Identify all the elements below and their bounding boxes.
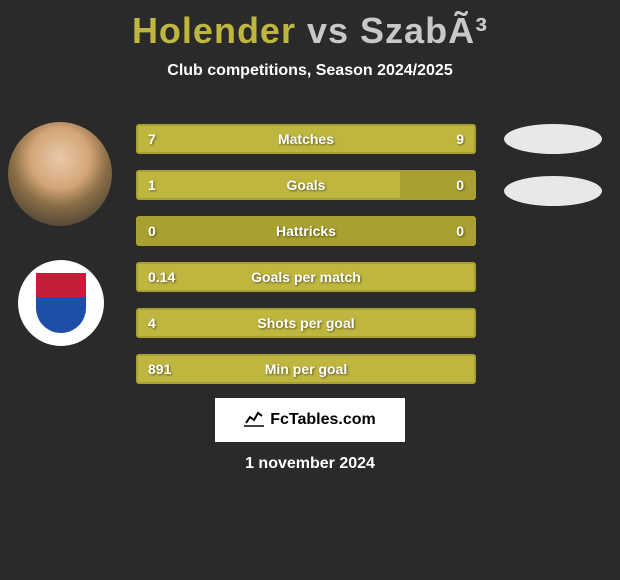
bar-fill-left [138, 172, 400, 198]
stats-bars: 7 Matches 9 1 Goals 0 0 Hattricks 0 0.14 Goals per… [136, 124, 476, 400]
stat-bar: 0.14 Goals per match [136, 262, 476, 292]
stat-left-value: 0 [148, 223, 156, 239]
stat-bar: 891 Min per goal [136, 354, 476, 384]
stat-right-value: 9 [456, 131, 464, 147]
player2-avatar-placeholder [504, 124, 602, 154]
stat-label: Goals per match [251, 269, 361, 285]
stat-label: Min per goal [265, 361, 347, 377]
stat-label: Matches [278, 131, 334, 147]
player1-avatar [8, 122, 112, 226]
watermark: FcTables.com [215, 398, 405, 442]
date: 1 november 2024 [245, 455, 375, 473]
stat-left-value: 891 [148, 361, 171, 377]
stat-bar: 7 Matches 9 [136, 124, 476, 154]
player1-club-logo [18, 260, 104, 346]
stat-bar: 1 Goals 0 [136, 170, 476, 200]
vs-word: vs [307, 10, 349, 51]
club-logo-icon [36, 273, 86, 333]
stat-label: Shots per goal [257, 315, 354, 331]
stat-bar: 4 Shots per goal [136, 308, 476, 338]
stat-left-value: 4 [148, 315, 156, 331]
chart-icon [244, 409, 264, 432]
stat-right-value: 0 [456, 177, 464, 193]
subtitle: Club competitions, Season 2024/2025 [0, 62, 620, 80]
watermark-text: FcTables.com [270, 411, 376, 429]
stat-bar: 0 Hattricks 0 [136, 216, 476, 246]
player1-name: Holender [132, 10, 296, 51]
bar-fill-left [138, 126, 286, 152]
stat-left-value: 1 [148, 177, 156, 193]
player2-club-placeholder [504, 176, 602, 206]
player2-name: SzabÃ³ [360, 10, 488, 51]
comparison-title: Holender vs SzabÃ³ [0, 0, 620, 52]
stat-left-value: 0.14 [148, 269, 175, 285]
stat-left-value: 7 [148, 131, 156, 147]
stat-label: Goals [287, 177, 326, 193]
stat-label: Hattricks [276, 223, 336, 239]
stat-right-value: 0 [456, 223, 464, 239]
